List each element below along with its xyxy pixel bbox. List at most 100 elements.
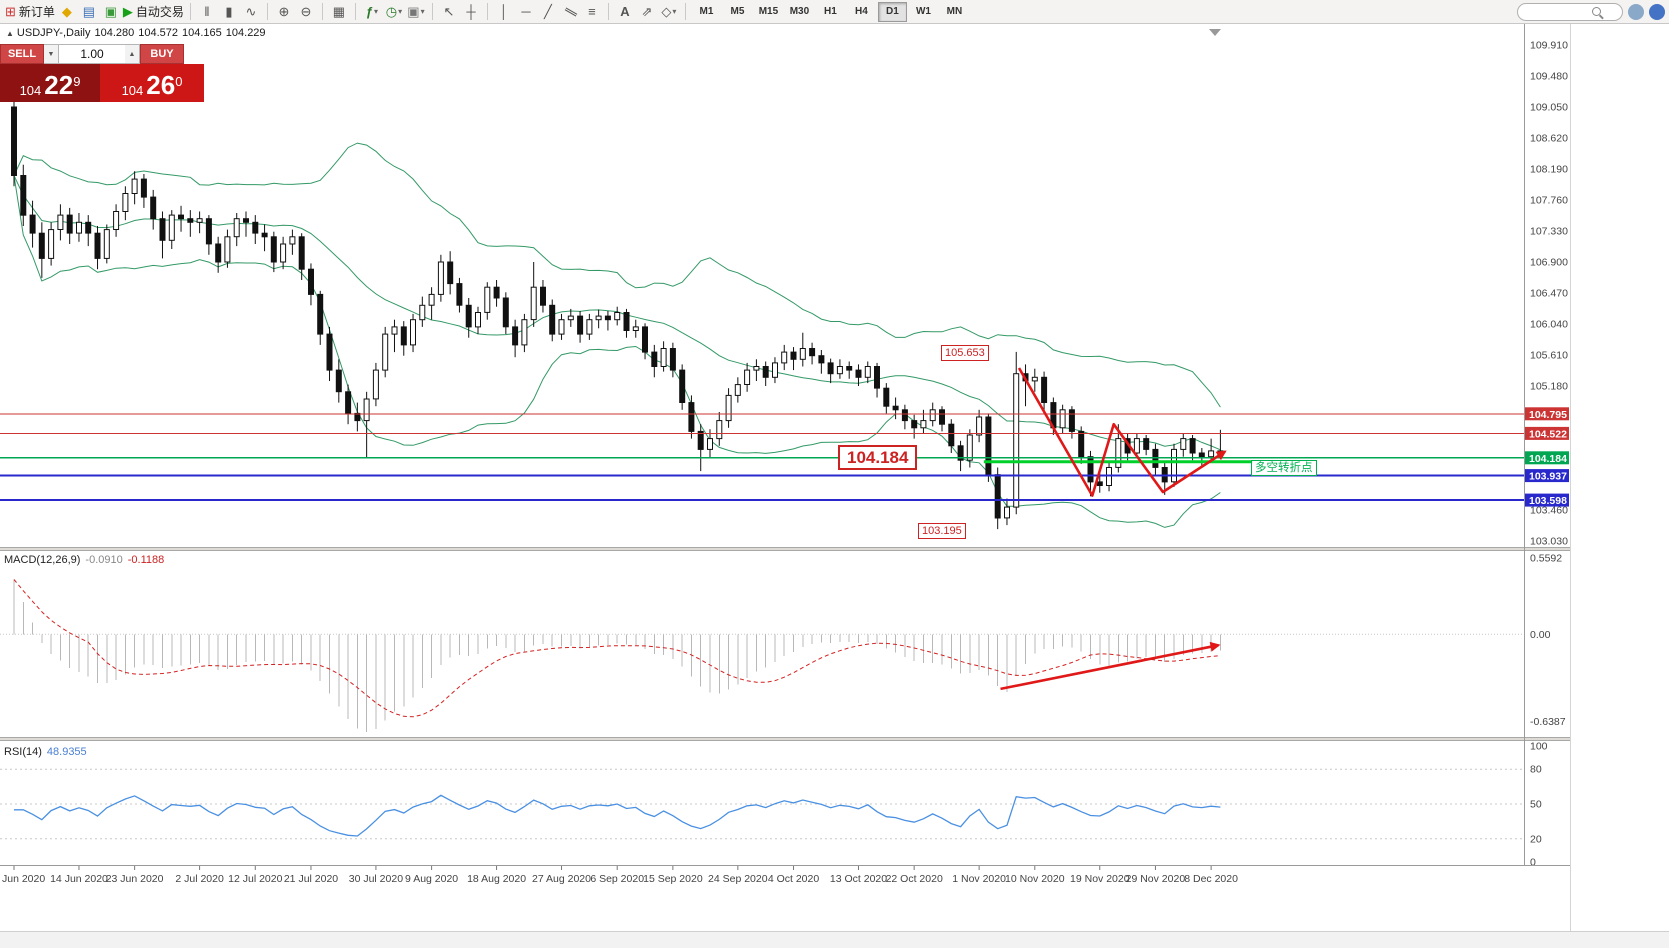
- pane-splitter-rsi[interactable]: [0, 737, 1570, 741]
- annotation-pivot-note[interactable]: 多空转折点: [1251, 460, 1317, 476]
- price-tag-104.522: 104.522: [1525, 426, 1569, 440]
- chart-window[interactable]: 109.910 109.480 109.050 108.620 108.190 107.7…: [0, 24, 1570, 896]
- mql-community-icon[interactable]: ◆: [61, 4, 72, 19]
- autotrading-button[interactable]: ▶ 自动交易: [123, 2, 184, 22]
- svg-text:30 Jul 2020: 30 Jul 2020: [349, 873, 403, 885]
- timeframe-m30[interactable]: M30: [789, 6, 810, 17]
- shapes-menu[interactable]: ◇ ▾: [661, 4, 677, 19]
- svg-text:-0.6387: -0.6387: [1530, 716, 1566, 728]
- annotation-swing-high[interactable]: 105.653: [941, 345, 989, 361]
- text-tool-icon[interactable]: A: [620, 4, 630, 19]
- community-profile-icon[interactable]: [1649, 3, 1665, 20]
- lot-decrease-button[interactable]: ▼: [44, 44, 59, 64]
- lot-increase-button[interactable]: ▲: [125, 44, 140, 64]
- svg-text:103.598: 103.598: [1529, 495, 1567, 507]
- svg-text:103.460: 103.460: [1530, 505, 1568, 517]
- svg-text:27 Aug 2020: 27 Aug 2020: [532, 873, 591, 885]
- annotation-key-level[interactable]: 104.184: [838, 445, 918, 470]
- svg-text:104.522: 104.522: [1529, 428, 1567, 440]
- timeframe-h1[interactable]: H1: [824, 6, 837, 17]
- price-scale[interactable]: 109.910 109.480 109.050 108.620 108.190 107.7…: [1530, 40, 1568, 869]
- macd-trend-arrow[interactable]: [1000, 641, 1221, 691]
- svg-text:10 Nov 2020: 10 Nov 2020: [1005, 873, 1065, 885]
- trendline-icon[interactable]: ╱: [544, 4, 552, 19]
- svg-text:15 Sep 2020: 15 Sep 2020: [643, 873, 703, 885]
- macd-value: -0.0910: [85, 554, 123, 566]
- svg-text:29 Nov 2020: 29 Nov 2020: [1126, 873, 1186, 885]
- fibonacci-icon[interactable]: ≡: [588, 4, 596, 19]
- sell-price-display[interactable]: 104 22 9: [0, 64, 100, 102]
- ohlc-low: 104.165: [182, 27, 222, 39]
- candlestick-series: [11, 99, 1224, 530]
- channel-icon[interactable]: ∥: [561, 4, 579, 19]
- timeframe-m15[interactable]: M15: [758, 6, 779, 17]
- svg-text:108.620: 108.620: [1530, 133, 1568, 145]
- chart-ohlc-header: ▲ USDJPY-,Daily 104.280 104.572 104.165 104.2…: [6, 27, 270, 39]
- timeframe-mn[interactable]: MN: [946, 6, 963, 17]
- horizontal-line-icon[interactable]: ─: [521, 4, 531, 19]
- zoom-out-icon[interactable]: ⊖: [300, 4, 312, 19]
- line-chart-icon[interactable]: ∿: [245, 4, 257, 19]
- svg-text:104.795: 104.795: [1529, 409, 1567, 421]
- lot-size-input[interactable]: 1.00: [59, 44, 125, 64]
- buy-button[interactable]: BUY: [140, 44, 184, 64]
- svg-text:13 Oct 2020: 13 Oct 2020: [830, 873, 887, 885]
- svg-text:19 Nov 2020: 19 Nov 2020: [1070, 873, 1130, 885]
- annotation-swing-low[interactable]: 103.195: [918, 523, 966, 539]
- buy-price-display[interactable]: 104 26 0: [100, 64, 204, 102]
- svg-text:24 Sep 2020: 24 Sep 2020: [708, 873, 768, 885]
- svg-text:100: 100: [1530, 741, 1548, 753]
- timeframe-w1[interactable]: W1: [915, 6, 931, 17]
- timeframe-h4[interactable]: H4: [855, 6, 868, 17]
- chevron-down-icon: ▾: [374, 7, 379, 16]
- candlestick-chart-icon[interactable]: ▮: [225, 4, 233, 19]
- timeframe-m1[interactable]: M1: [699, 6, 714, 17]
- timeframe-d1[interactable]: D1: [877, 1, 907, 22]
- macd-histogram: [13, 579, 1221, 732]
- price-tag-103.937: 103.937: [1525, 469, 1569, 483]
- search-box[interactable]: [1517, 2, 1623, 21]
- macd-signal-value: -0.1188: [127, 554, 165, 566]
- chart-shift-marker[interactable]: [1209, 29, 1221, 36]
- top-toolbar: ⊞ 新订单 ◆ ▤ ▣ ▶ 自动交易 ‖ ▮ ∿ ⊕ ⊖ ▦ ƒ ▾ ◷ ▾ ▣ ▾ …: [0, 0, 1669, 24]
- toolbar-separator: [431, 3, 433, 20]
- sell-button[interactable]: SELL: [0, 44, 44, 64]
- periods-menu[interactable]: ◷ ▾: [385, 4, 403, 19]
- svg-text:107.330: 107.330: [1530, 226, 1568, 238]
- market-watch-icon[interactable]: ▤: [82, 4, 96, 19]
- svg-text:8 Dec 2020: 8 Dec 2020: [1184, 873, 1238, 885]
- new-order-button[interactable]: ⊞ 新订单: [5, 2, 55, 22]
- tile-windows-icon[interactable]: ▦: [332, 4, 346, 19]
- bar-chart-icon[interactable]: ‖: [204, 4, 210, 19]
- cursor-icon[interactable]: ↖: [443, 4, 455, 19]
- timeframe-m5[interactable]: M5: [730, 6, 745, 17]
- zigzag-arrow-annotation[interactable]: [1017, 367, 1227, 497]
- svg-text:106.470: 106.470: [1530, 288, 1568, 300]
- indicators-menu[interactable]: ƒ ▾: [365, 4, 379, 19]
- price-chart-canvas[interactable]: 109.910 109.480 109.050 108.620 108.190 107.7…: [0, 24, 1570, 896]
- toolbar-separator: [607, 3, 609, 20]
- community-chat-icon[interactable]: [1628, 3, 1644, 20]
- price-tag-103.598: 103.598: [1525, 493, 1569, 507]
- search-icon: [1592, 7, 1601, 16]
- new-order-label: 新订单: [18, 5, 55, 19]
- autotrading-icon: ▶: [122, 4, 133, 19]
- crosshair-icon[interactable]: ┼: [466, 4, 476, 19]
- arrows-tool-icon[interactable]: ⇗: [641, 4, 653, 19]
- pane-splitter-macd[interactable]: [0, 547, 1570, 551]
- templates-menu[interactable]: ▣ ▾: [407, 4, 425, 19]
- chevron-down-icon: ▾: [420, 7, 425, 16]
- chevron-down-icon: ▾: [398, 7, 403, 16]
- svg-text:103.030: 103.030: [1530, 536, 1568, 548]
- sell-price-pips: 22: [44, 70, 74, 100]
- sell-price-point: 9: [73, 74, 81, 89]
- zoom-in-icon[interactable]: ⊕: [278, 4, 290, 19]
- svg-text:109.910: 109.910: [1530, 40, 1568, 52]
- svg-text:22 Oct 2020: 22 Oct 2020: [886, 873, 943, 885]
- search-input[interactable]: [1524, 4, 1592, 19]
- chart-symbol-icon: ▲: [6, 29, 14, 38]
- vertical-line-icon[interactable]: │: [499, 4, 508, 19]
- data-window-icon[interactable]: ▣: [104, 4, 118, 19]
- toolbar-separator: [486, 3, 488, 20]
